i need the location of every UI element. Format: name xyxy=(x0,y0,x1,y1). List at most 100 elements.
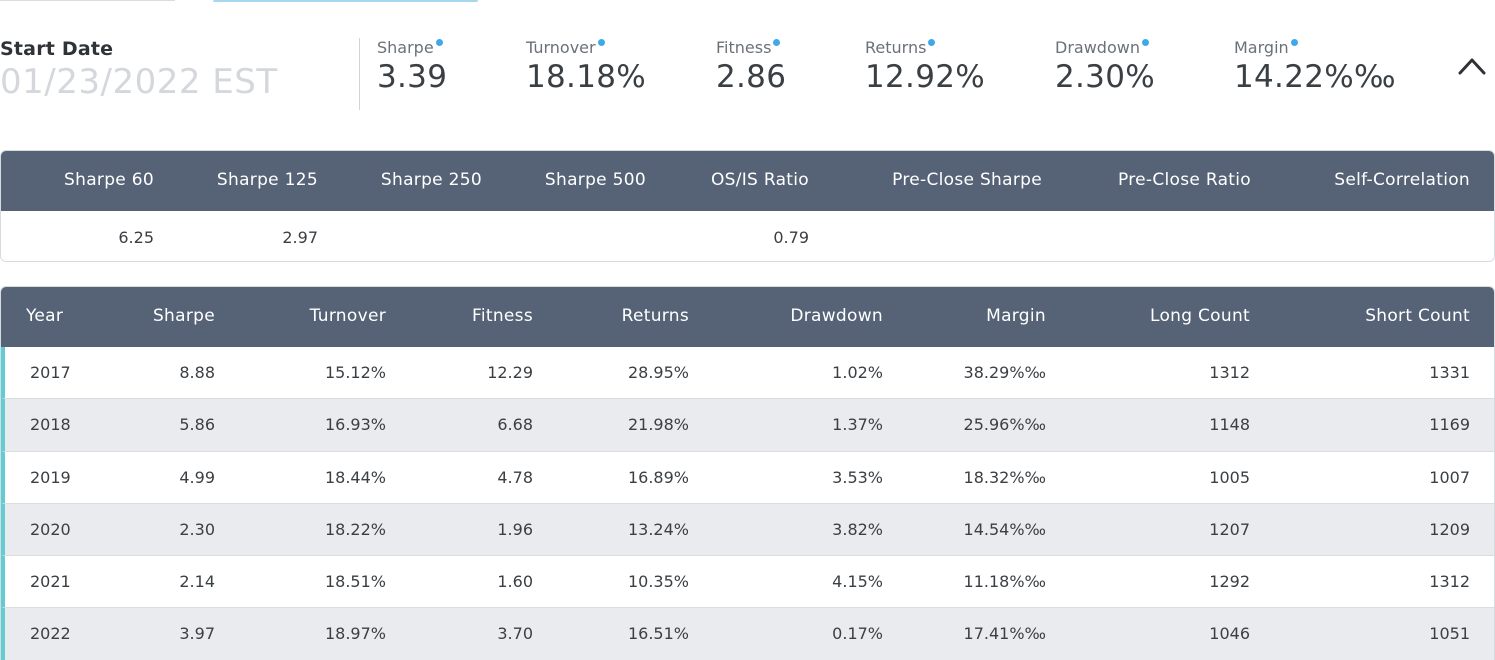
table-cell: 11.18%‰ xyxy=(963,572,1046,592)
ratios-table-header: Sharpe 60 Sharpe 125 Sharpe 250 Sharpe 5… xyxy=(1,151,1494,211)
metric-value: 2.30% xyxy=(1055,59,1155,95)
metric-value: 2.86 xyxy=(716,59,787,95)
table-row[interactable]: 2021 2.14 18.51% 1.60 10.35% 4.15% 11.18… xyxy=(1,556,1494,609)
column-header[interactable]: Sharpe 250 xyxy=(380,170,482,190)
metric-turnover: Turnover 18.18% xyxy=(526,38,646,95)
table-cell: 1.37% xyxy=(832,415,883,435)
table-cell: 1312 xyxy=(1429,572,1470,592)
yearly-table-header: Year Sharpe Turnover Fitness Returns Dra… xyxy=(1,287,1494,347)
table-cell: 1046 xyxy=(1209,624,1250,644)
column-header[interactable]: Sharpe 500 xyxy=(544,170,646,190)
table-cell: 3.70 xyxy=(497,624,533,644)
table-cell: 1.60 xyxy=(497,572,533,592)
ratios-table: Sharpe 60 Sharpe 125 Sharpe 250 Sharpe 5… xyxy=(0,150,1495,262)
table-cell: 4.78 xyxy=(497,467,533,487)
table-cell: 3.97 xyxy=(179,624,215,644)
info-dot-icon[interactable] xyxy=(928,39,936,46)
table-cell: 1051 xyxy=(1429,624,1470,644)
table-row[interactable]: 2020 2.30 18.22% 1.96 13.24% 3.82% 14.54… xyxy=(1,503,1494,557)
table-cell: 1292 xyxy=(1209,572,1250,592)
table-cell: 25.96%‰ xyxy=(963,415,1046,435)
table-cell: 0.17% xyxy=(832,624,883,644)
table-cell: 18.51% xyxy=(324,572,386,592)
table-cell: 16.93% xyxy=(324,415,386,435)
column-header[interactable]: Fitness xyxy=(472,306,533,326)
metric-label: Drawdown xyxy=(1055,38,1140,57)
table-cell: 1331 xyxy=(1429,363,1470,382)
table-cell: 18.32%‰ xyxy=(963,467,1046,487)
tab-underline-active xyxy=(213,0,478,2)
table-row[interactable]: 2017 8.88 15.12% 12.29 28.95% 1.02% 38.2… xyxy=(1,347,1494,400)
table-cell: 4.99 xyxy=(179,467,215,487)
table-cell: 3.82% xyxy=(832,519,883,539)
table-cell: 1007 xyxy=(1429,467,1470,487)
column-header[interactable]: Short Count xyxy=(1365,306,1470,326)
start-date-label: Start Date xyxy=(0,38,114,60)
table-row: 6.25 2.97 0.79 xyxy=(1,211,1494,261)
table-cell: 1005 xyxy=(1209,467,1250,487)
start-date-value: 01/23/2022 EST xyxy=(0,62,278,102)
column-header[interactable]: Long Count xyxy=(1149,306,1250,326)
table-cell: 1.96 xyxy=(497,519,533,539)
table-row[interactable]: 2022 3.97 18.97% 3.70 16.51% 0.17% 17.41… xyxy=(1,608,1494,660)
column-header[interactable]: Self-Correlation xyxy=(1334,170,1470,190)
table-cell: 4.15% xyxy=(832,572,883,592)
metric-label: Fitness xyxy=(716,38,772,57)
table-cell: 0.79 xyxy=(773,228,809,247)
summary-panel: Start Date 01/23/2022 EST Sharpe 3.39 Tu… xyxy=(0,0,1495,120)
column-header[interactable]: Margin xyxy=(986,306,1046,326)
yearly-table-body: 2017 8.88 15.12% 12.29 28.95% 1.02% 38.2… xyxy=(1,347,1494,660)
column-header[interactable]: Sharpe 125 xyxy=(216,170,318,190)
tab-underline-inactive xyxy=(0,0,175,1)
table-cell: 6.25 xyxy=(118,228,154,247)
table-cell: 1312 xyxy=(1209,363,1250,382)
info-dot-icon[interactable] xyxy=(435,39,443,46)
column-header[interactable]: Returns xyxy=(621,306,689,326)
table-cell: 1.02% xyxy=(832,363,883,382)
column-header[interactable]: Sharpe 60 xyxy=(64,170,154,190)
table-cell: 2.14 xyxy=(179,572,215,592)
table-cell: 8.88 xyxy=(179,363,215,382)
column-header[interactable]: Turnover xyxy=(309,306,386,326)
column-header[interactable]: Drawdown xyxy=(790,306,883,326)
column-header[interactable]: Year xyxy=(26,306,64,326)
metric-label: Sharpe xyxy=(377,38,434,57)
table-cell: 1209 xyxy=(1429,519,1470,539)
table-cell: 2.30 xyxy=(179,519,215,539)
table-cell: 2019 xyxy=(30,467,71,487)
column-header[interactable]: OS/IS Ratio xyxy=(710,170,809,190)
table-cell: 21.98% xyxy=(627,415,689,435)
table-cell: 6.68 xyxy=(497,415,533,435)
column-header[interactable]: Pre-Close Ratio xyxy=(1117,170,1251,190)
table-cell: 2021 xyxy=(30,572,71,592)
top-tab-indicator xyxy=(0,0,1495,4)
table-cell: 14.54%‰ xyxy=(963,519,1046,539)
table-row[interactable]: 2018 5.86 16.93% 6.68 21.98% 1.37% 25.96… xyxy=(1,399,1494,452)
chevron-up-icon[interactable] xyxy=(1457,55,1487,77)
table-cell: 13.24% xyxy=(627,519,689,539)
metric-label: Returns xyxy=(865,38,927,57)
column-header[interactable]: Sharpe xyxy=(152,306,215,326)
metric-returns: Returns 12.92% xyxy=(865,38,985,95)
table-cell: 15.12% xyxy=(324,363,386,382)
table-cell: 18.44% xyxy=(324,467,386,487)
start-date: Start Date 01/23/2022 EST xyxy=(0,38,278,102)
table-cell: 18.22% xyxy=(324,519,386,539)
column-header[interactable]: Pre-Close Sharpe xyxy=(892,170,1042,190)
metric-sharpe: Sharpe 3.39 xyxy=(377,38,447,95)
table-row[interactable]: 2019 4.99 18.44% 4.78 16.89% 3.53% 18.32… xyxy=(1,451,1494,504)
yearly-stats-table: Year Sharpe Turnover Fitness Returns Dra… xyxy=(0,286,1495,660)
table-cell: 2018 xyxy=(30,415,71,435)
info-dot-icon[interactable] xyxy=(1141,39,1149,46)
info-dot-icon[interactable] xyxy=(597,39,605,46)
metric-value: 12.92% xyxy=(865,59,986,95)
table-cell: 3.53% xyxy=(832,467,883,487)
table-cell: 2.97 xyxy=(282,228,318,247)
info-dot-icon[interactable] xyxy=(1290,39,1298,46)
table-cell: 18.97% xyxy=(324,624,386,644)
metric-value: 18.18% xyxy=(526,59,647,95)
info-dot-icon[interactable] xyxy=(773,39,781,46)
table-cell: 1148 xyxy=(1209,415,1250,435)
table-cell: 12.29 xyxy=(487,363,533,382)
table-cell: 28.95% xyxy=(627,363,689,382)
